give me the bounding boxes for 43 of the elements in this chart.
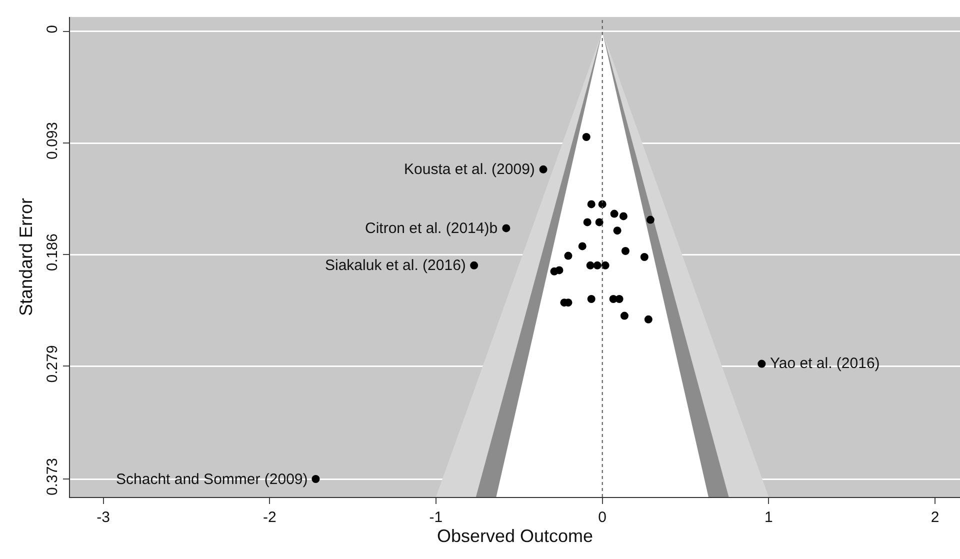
point <box>640 253 648 261</box>
point <box>539 165 548 174</box>
x-axis-title: Observed Outcome <box>436 526 594 546</box>
point <box>587 295 596 303</box>
point <box>615 295 624 303</box>
y-tick-label: 0.279 <box>44 345 61 383</box>
x-tick-label: 2 <box>930 509 940 526</box>
point <box>644 315 652 324</box>
point <box>601 261 610 270</box>
annotation: Kousta et al. (2009) <box>404 161 535 178</box>
point <box>587 200 596 208</box>
annotation: Siakaluk et al. (2016) <box>325 257 466 274</box>
point <box>620 312 628 320</box>
x-tick-label: 1 <box>764 509 773 526</box>
point <box>555 266 564 274</box>
point <box>583 218 592 226</box>
point <box>646 216 654 224</box>
point <box>586 261 594 270</box>
point <box>595 218 604 226</box>
x-tick-label: -2 <box>262 509 276 526</box>
x-tick-label: -1 <box>429 509 443 526</box>
point <box>470 261 478 270</box>
point <box>502 224 510 232</box>
point <box>593 261 602 270</box>
x-tick-label: -3 <box>96 509 110 526</box>
point <box>613 226 622 235</box>
y-tick-label: 0.093 <box>44 122 61 160</box>
point <box>578 242 586 250</box>
y-tick-label: 0.373 <box>44 458 61 496</box>
y-tick-label: 0 <box>44 24 61 34</box>
point <box>582 133 590 141</box>
point <box>564 252 572 260</box>
x-tick-label: 0 <box>598 509 607 526</box>
y-tick-label: 0.186 <box>44 234 61 272</box>
point <box>312 475 320 483</box>
annotation: Yao et al. (2016) <box>770 355 880 372</box>
annotation: Citron et al. (2014)b <box>365 220 498 237</box>
y-axis-title: Standard Error <box>16 198 36 316</box>
point <box>758 360 766 368</box>
point <box>621 247 630 255</box>
point <box>610 210 618 218</box>
annotation: Schacht and Sommer (2009) <box>116 471 308 488</box>
point <box>619 212 628 220</box>
